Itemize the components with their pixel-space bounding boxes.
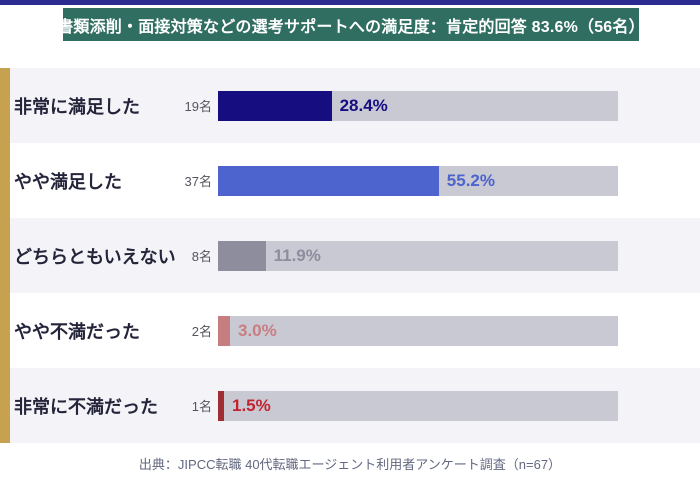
bar-track: 1.5% bbox=[218, 390, 618, 421]
count-label: 37名 bbox=[184, 174, 212, 189]
category-label: 非常に満足した bbox=[14, 96, 140, 117]
bar-fill bbox=[218, 390, 224, 421]
category-label: やや満足した bbox=[14, 171, 122, 192]
count-label: 8名 bbox=[191, 249, 212, 264]
chart-row: やや満足した 37名 55.2% bbox=[0, 143, 700, 218]
source-footer: 出典：JIPCC転職 40代転職エージェント利用者アンケート調査（n=67） bbox=[0, 443, 700, 483]
category-label: やや不満だった bbox=[14, 321, 140, 342]
chart-title-banner: 書類添削・面接対策などの選考サポートへの満足度：肯定的回答 83.6%（56名） bbox=[57, 8, 645, 41]
bar-fill bbox=[218, 90, 332, 121]
bar-track: 28.4% bbox=[218, 90, 618, 121]
bar-fill bbox=[218, 315, 230, 346]
chart-title: 書類添削・面接対策などの選考サポートへの満足度：肯定的回答 83.6%（56名） bbox=[57, 18, 645, 36]
value-label: 28.4% bbox=[339, 95, 388, 115]
value-label: 3.0% bbox=[238, 320, 277, 340]
chart-row: 非常に不満だった 1名 1.5% bbox=[0, 368, 700, 443]
bar-track: 3.0% bbox=[218, 315, 618, 346]
count-label: 2名 bbox=[191, 324, 212, 339]
bar-fill bbox=[218, 240, 266, 271]
bar-track: 11.9% bbox=[218, 240, 618, 271]
top-accent-border bbox=[0, 0, 700, 5]
chart-rows: 非常に満足した 19名 28.4% やや満足した 37名 55.2% どちらともいえない 8名… bbox=[0, 68, 700, 443]
count-label: 19名 bbox=[184, 99, 212, 114]
chart-row: どちらともいえない 8名 11.9% bbox=[0, 218, 700, 293]
bar-fill bbox=[218, 165, 439, 196]
left-accent-stripe bbox=[0, 68, 10, 443]
count-label: 1名 bbox=[191, 399, 212, 414]
bar-track: 55.2% bbox=[218, 165, 618, 196]
chart-row: 非常に満足した 19名 28.4% bbox=[0, 68, 700, 143]
chart-row: やや不満だった 2名 3.0% bbox=[0, 293, 700, 368]
category-label: 非常に不満だった bbox=[14, 396, 158, 417]
value-label: 55.2% bbox=[446, 170, 495, 190]
value-label: 11.9% bbox=[273, 245, 321, 265]
source-text: 出典：JIPCC転職 40代転職エージェント利用者アンケート調査（n=67） bbox=[138, 456, 562, 472]
bar-chart: 非常に満足した 19名 28.4% やや満足した 37名 55.2% どちらともいえない 8名… bbox=[0, 68, 700, 443]
category-label: どちらともいえない bbox=[14, 246, 176, 267]
value-label: 1.5% bbox=[232, 395, 271, 415]
